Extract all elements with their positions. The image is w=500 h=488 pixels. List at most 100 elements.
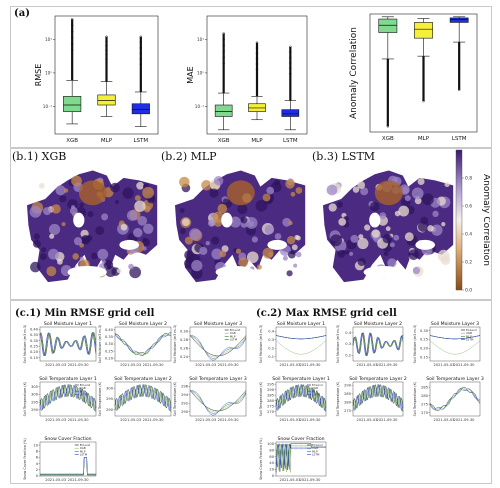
x-tick-label: MLP [101, 138, 113, 144]
outlier-point [70, 36, 74, 39]
outlier-point [255, 41, 259, 44]
map-patch [51, 204, 61, 214]
outlier-point [222, 32, 225, 35]
map-patch [358, 234, 364, 240]
y-axis-label: Soil Temperature (K) [336, 381, 340, 416]
map-patch [191, 260, 203, 272]
y-axis-label: Soil Temperature (K) [23, 381, 27, 416]
map-patch [408, 249, 420, 260]
y-tick-label: 8 [36, 449, 39, 453]
y-tick-label: 290 [267, 388, 275, 392]
legend-label: LSTM [466, 338, 474, 342]
legend-label: MLP [312, 449, 318, 453]
map-patch [59, 195, 67, 203]
subplot-title: Soil Temperature Layer 2 [114, 376, 172, 382]
series-line-xgb [352, 383, 404, 412]
series-line-ecland [189, 335, 247, 357]
map-patch [427, 225, 434, 232]
sea [363, 265, 403, 279]
y-axis-label: Soil Moisture (m3 m-3) [173, 324, 177, 363]
subplot-title: Soil Moisture Layer 2 [119, 321, 167, 327]
map-patch [221, 245, 229, 253]
y-tick-label: 0.25 [105, 349, 113, 353]
y-tick-label: 0.26 [180, 346, 189, 350]
x-tick-label: 2021-05-03 [280, 363, 301, 367]
subplot-title: Soil Moisture Layer 1 [277, 321, 325, 327]
subplot-title: Soil Temperature Layer 3 [426, 376, 484, 382]
subplot: Snow Cover Fraction 0 2 4 6 8 10 Snow Cover Fra… [23, 436, 97, 482]
series-line-lstm [275, 443, 326, 469]
y-tick-label: 10⁰ [45, 70, 52, 75]
map-patch [240, 216, 248, 224]
outlier-point [289, 61, 292, 65]
series-line-lstm [429, 388, 481, 410]
x-tick-label: LSTM [283, 138, 298, 144]
map-patch [29, 205, 42, 218]
x-tick-label: 2021-09-30 [300, 363, 322, 367]
map-patch [46, 266, 57, 277]
series-line-xgb [275, 340, 327, 355]
x-tick-label: 2021-09-30 [218, 363, 240, 367]
map-patch [293, 263, 298, 268]
x-tick-label: XGB [218, 138, 230, 144]
x-tick-label: 2021-05-03 [280, 418, 301, 422]
subplot: Soil Moisture Layer 2 0.20 0.25 0.30 0.35 0.4… [98, 321, 172, 367]
x-tick-label: 2021-05-03 [45, 363, 66, 367]
outlier-point [289, 51, 292, 54]
outlier-point [255, 57, 259, 60]
series-line-mlp [352, 384, 404, 413]
outlier-point [70, 42, 74, 45]
map-patch [143, 223, 154, 234]
y-tick-label: 10⁰ [197, 70, 204, 75]
colorbar [455, 149, 463, 291]
y-tick-label: 275 [344, 409, 351, 413]
map-patch [326, 184, 338, 196]
x-tick-label: 2021-05-03 [357, 363, 378, 367]
map-patch [137, 216, 148, 226]
map-patch [357, 181, 366, 189]
map-panel: 0.0 0.2 0.4 0.6 0.8 Anomaly Correlation [20, 149, 490, 294]
sea [215, 265, 255, 279]
map-patch [91, 252, 98, 260]
y-tick-label: 0.35 [105, 335, 113, 339]
y-tick-label: 10 [33, 443, 38, 447]
legend-label: MLP [80, 389, 86, 393]
map-patch [352, 186, 360, 193]
legend-label: MLP [80, 449, 86, 453]
y-tick-label: 100 [267, 442, 275, 446]
subplot-title: Snow Cover Fraction [44, 436, 91, 442]
y-tick-label: 285 [344, 392, 351, 396]
map-patch [136, 181, 144, 190]
map-patch [411, 187, 424, 200]
x-tick-label: 2021-09-30 [377, 418, 399, 422]
series-line-mlp [189, 335, 247, 359]
sea [369, 212, 381, 228]
x-tick-label: 2021-09-30 [68, 418, 90, 422]
y-tick-label: 2 [36, 468, 38, 472]
colorbar-tick-label: 0.6 [465, 204, 472, 210]
subplot-title: Soil Moisture Layer 2 [354, 321, 402, 327]
box-mlp [97, 94, 116, 106]
x-tick-label: 2021-05-03 [120, 418, 141, 422]
y-tick-label: 0.30 [180, 329, 189, 333]
y-tick-label: 275 [421, 402, 428, 406]
map-patch [345, 250, 350, 255]
outlier-point [386, 125, 390, 128]
map-patch [248, 220, 255, 227]
series-line-lstm [40, 457, 96, 475]
x-tick-label: 2021-09-30 [377, 363, 399, 367]
x-tick-label: MLP [418, 136, 430, 142]
map-patch [97, 248, 109, 260]
subplot: Soil Moisture Layer 1 0.15 0.20 0.250.30 0.3… [23, 321, 97, 367]
map-patch [116, 268, 122, 274]
subplot-title: Soil Moisture Layer 3 [194, 321, 242, 327]
map-patch [69, 207, 78, 215]
y-tick-label: 280 [344, 401, 352, 405]
outlier-point [222, 50, 225, 53]
x-tick-label: 2021-05-03 [195, 363, 216, 367]
map-patch [181, 218, 190, 227]
outlier-point [139, 57, 143, 61]
map-patch [282, 255, 288, 261]
x-tick-label: MLP [251, 138, 263, 144]
series-line-xgb [189, 335, 247, 358]
